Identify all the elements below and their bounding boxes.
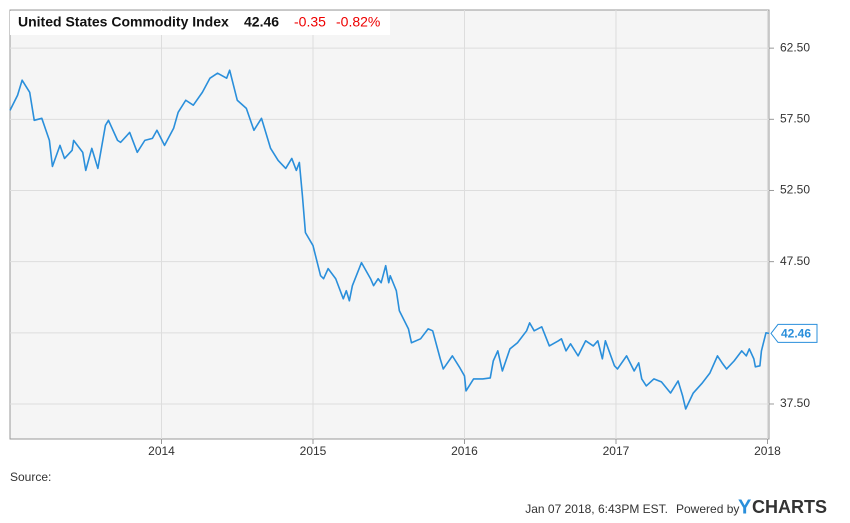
x-tick-label: 2015 (300, 444, 327, 458)
header-box (10, 11, 390, 35)
last-value-label: 42.46 (781, 327, 811, 341)
y-tick-label: 47.50 (780, 254, 810, 268)
brand-rest: CHARTS (752, 497, 827, 517)
y-tick-label: 57.50 (780, 111, 810, 125)
x-tick-label: 2014 (148, 444, 175, 458)
y-tick-label: 52.50 (780, 183, 810, 197)
x-tick-label: 2018 (754, 444, 781, 458)
change: -0.35 (294, 14, 326, 30)
last-value-flag (770, 323, 818, 343)
series-line (9, 69, 770, 410)
source-label: Source: (10, 470, 51, 484)
x-tick-label: 2016 (451, 444, 478, 458)
y-tick-label: 37.50 (780, 396, 810, 410)
chart-title: United States Commodity Index (18, 14, 229, 30)
lines (9, 69, 770, 410)
change-percent: -0.82% (336, 14, 380, 30)
price: 42.46 (244, 14, 279, 30)
brand-y: Y (738, 496, 752, 518)
plot-area (9, 9, 770, 440)
timestamp: Jan 07 2018, 6:43PM EST. (525, 502, 668, 516)
y-tick-label: 62.50 (780, 40, 810, 54)
x-tick-label: 2017 (603, 444, 630, 458)
powered-by: Powered by (676, 502, 739, 516)
